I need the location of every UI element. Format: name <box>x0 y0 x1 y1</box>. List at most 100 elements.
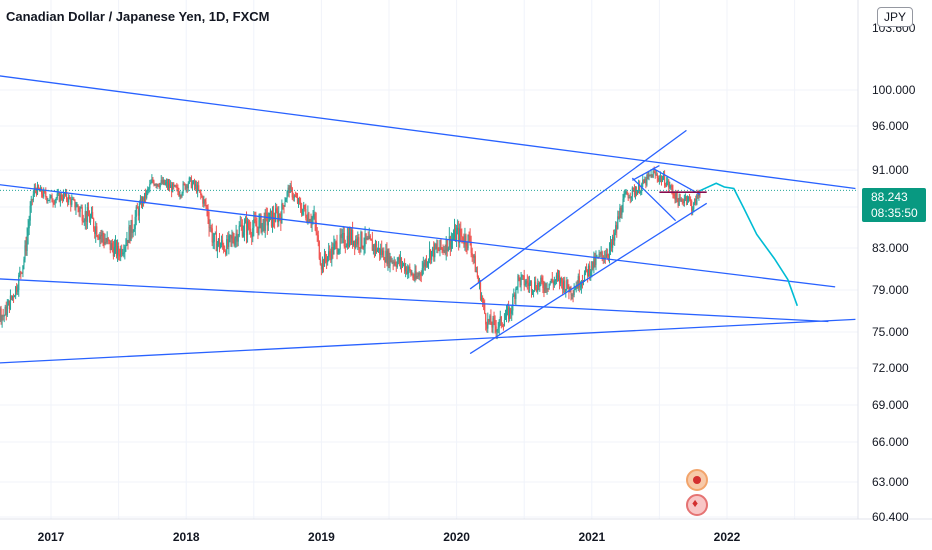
candle-body <box>464 235 466 245</box>
candle-body <box>393 261 395 264</box>
candle-body <box>343 232 345 247</box>
candle-body <box>104 241 106 245</box>
candle-body <box>46 196 48 202</box>
candle-body <box>448 236 450 248</box>
candle-body <box>266 213 268 226</box>
candle-body <box>572 294 574 296</box>
candle-body <box>475 271 477 273</box>
candle-body <box>287 187 289 192</box>
candle-body <box>555 275 558 280</box>
japan-flag-icon[interactable] <box>686 469 708 491</box>
candle-body <box>189 177 191 179</box>
candle-body <box>645 179 647 185</box>
candle-body <box>635 191 638 195</box>
candle-body <box>680 199 682 201</box>
candle-body <box>339 234 341 250</box>
candle-body <box>558 275 561 284</box>
candle-body <box>122 252 124 255</box>
candle-body <box>216 243 218 252</box>
candle-body <box>168 183 171 188</box>
candle-body <box>157 184 159 187</box>
candle-body <box>519 277 521 286</box>
candle-body <box>278 213 280 223</box>
candle-body <box>657 178 659 181</box>
candle-body <box>627 194 629 199</box>
candle-body <box>364 233 366 247</box>
candle-body <box>313 213 315 218</box>
candle-body <box>565 288 567 293</box>
candle-body <box>320 264 322 270</box>
candle-body <box>669 186 671 188</box>
candle-body <box>203 199 205 204</box>
candle-body <box>408 266 410 271</box>
candle-body <box>115 242 118 256</box>
candle-body <box>264 212 266 231</box>
trendline <box>652 167 701 195</box>
candle-body <box>674 196 676 201</box>
candle-body <box>250 228 252 235</box>
candle-body <box>651 174 653 178</box>
candle-body <box>394 261 396 265</box>
candle-body <box>319 258 321 265</box>
candle-body <box>0 308 1 315</box>
candle-body <box>655 174 657 176</box>
candle-body <box>577 276 579 289</box>
candle-body <box>345 246 347 248</box>
candle-body <box>132 231 134 233</box>
candle-body <box>173 183 175 187</box>
candle-body <box>255 221 257 227</box>
candle-body <box>167 183 170 188</box>
time-axis-label: 2022 <box>714 530 741 544</box>
candle-body <box>228 235 230 247</box>
candle-body <box>498 320 500 328</box>
canada-flag-icon[interactable] <box>686 494 708 516</box>
candle-body <box>200 191 202 195</box>
candle-body <box>608 249 611 257</box>
candle-body <box>684 196 686 200</box>
candle-body <box>315 221 317 233</box>
candle-body <box>137 208 139 216</box>
candle-body <box>696 194 698 205</box>
candle-body <box>77 204 79 208</box>
candle-body <box>81 207 83 221</box>
candle-body <box>490 315 492 325</box>
candle-body <box>508 307 510 319</box>
candle-body <box>145 192 147 198</box>
trendlines[interactable] <box>0 72 856 364</box>
candle-body <box>452 237 455 239</box>
candle-body <box>412 274 414 278</box>
candle-body <box>463 241 465 245</box>
candle-body <box>243 222 246 233</box>
currency-badge[interactable]: JPY <box>877 7 913 27</box>
candle-body <box>67 199 69 203</box>
candle-body <box>395 264 397 267</box>
candle-body <box>410 270 412 275</box>
candle-body <box>361 231 363 248</box>
candle-body <box>389 256 391 266</box>
candle-body <box>625 191 627 194</box>
candle-body <box>375 244 378 252</box>
candle-body <box>593 256 595 269</box>
candle-body <box>215 233 217 252</box>
candle-body <box>358 237 360 248</box>
candle-body <box>76 204 78 207</box>
candle-body <box>406 267 408 274</box>
candle-body <box>262 219 264 224</box>
candle-body <box>161 179 163 184</box>
candle-body <box>624 193 626 195</box>
candle-body <box>336 242 338 254</box>
candle-body <box>333 244 335 255</box>
candle-body <box>587 269 589 277</box>
candle-body <box>160 179 162 184</box>
candle-body <box>322 260 325 267</box>
time-axis[interactable]: 2017 2018 2019 2020 2021 2022 <box>38 530 741 544</box>
candle-body <box>536 289 538 292</box>
candle-body <box>89 217 92 223</box>
candle-body <box>290 185 292 189</box>
candle-body <box>528 282 530 286</box>
candle-body <box>353 240 355 245</box>
candle-body <box>434 244 436 258</box>
candle-body <box>47 200 49 202</box>
candle-body <box>662 174 665 180</box>
